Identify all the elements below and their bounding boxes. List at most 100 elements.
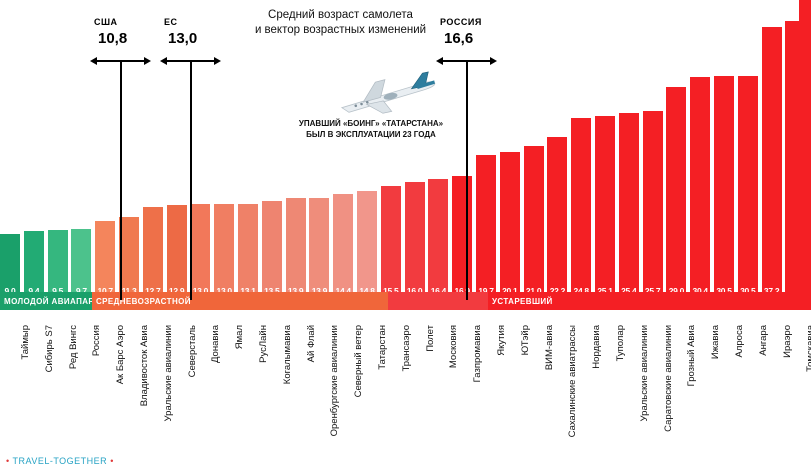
- bar-value-label: 37,2: [763, 286, 780, 296]
- bar-value-label: 25,4: [621, 286, 637, 296]
- bar: 10,7: [95, 221, 116, 300]
- overflow-bar: [799, 0, 811, 300]
- bar: 16,0: [404, 182, 425, 300]
- marker-value: 13,0: [168, 30, 198, 47]
- marker-line: [190, 60, 192, 300]
- bar-value-label: 25,7: [644, 286, 661, 296]
- bar-value-label: 30,5: [740, 286, 756, 296]
- crash-note-line1: УПАВШИЙ «БОИНГ» «ТАТАРСТАНА»: [298, 119, 444, 128]
- bar: 37,2: [761, 26, 782, 300]
- bar-value-label: 13,0: [216, 286, 233, 296]
- bar: 25,7: [642, 111, 663, 300]
- category-label: Якутия: [496, 325, 507, 356]
- category-label: Донавиа: [210, 325, 222, 363]
- bar-value-label: 25,1: [597, 286, 613, 296]
- bar-value-label: 11,3: [121, 286, 137, 296]
- category-label: Уральские авиалинии: [162, 325, 174, 422]
- category-label: Саратовские авиалинии: [662, 325, 674, 432]
- marker-name: ЕС: [164, 17, 178, 27]
- airplane-icon: [332, 70, 442, 118]
- crash-note-line2: БЫЛ В ЭКСПЛУАТАЦИИ 23 ГОДА: [306, 130, 436, 139]
- category-label: Ангара: [757, 325, 769, 356]
- marker-arrow-bar: [166, 60, 216, 62]
- bar-value-label: 29,0: [668, 286, 685, 296]
- marker-arrow-left-icon: [436, 57, 443, 65]
- bar-value-label: 30,4: [692, 286, 709, 296]
- category-label: Трансаэро: [400, 325, 412, 372]
- bar-value-label: 15,5: [383, 286, 399, 296]
- category-label: Татарстан: [377, 325, 388, 370]
- category-label: Московия: [448, 325, 460, 369]
- marker-arrow-right-icon: [214, 57, 221, 65]
- bar-value-label: 16,4: [430, 286, 447, 296]
- bar-value-label: 9,5: [52, 286, 64, 296]
- category-label: Уральские авиалинии: [638, 325, 650, 422]
- category-band: МОЛОДОЙ АВИАПАРК: [0, 292, 99, 310]
- marker-arrow-bar: [442, 60, 492, 62]
- marker-arrow-left-icon: [160, 57, 167, 65]
- marker-name: США: [94, 17, 118, 27]
- bar: 25,4: [618, 113, 639, 300]
- bar: 22,2: [547, 136, 568, 300]
- category-label: Нордавиа: [591, 325, 603, 369]
- bar: 24,8: [571, 117, 592, 300]
- bar: 9,5: [47, 230, 68, 300]
- bar-value-label: 13,9: [311, 286, 328, 296]
- watermark: • TRAVEL-TOGETHER •: [6, 456, 114, 466]
- category-label: Ираэро: [781, 325, 793, 358]
- bar-value-label: 16,9: [454, 286, 471, 296]
- marker-line: [120, 60, 122, 300]
- category-label: Томскавиа: [805, 325, 811, 372]
- category-label: Ред Вингс: [67, 325, 79, 370]
- category-label: Когалымавиа: [281, 325, 293, 385]
- chart-title-line2: и вектор возрастных изменений: [254, 24, 427, 36]
- chart-title: Средний возраст самолета и вектор возрас…: [238, 8, 443, 38]
- bar: 14,8: [357, 191, 377, 300]
- category-label: Алроса: [734, 325, 745, 358]
- bar-value-label: 20,1: [502, 286, 518, 296]
- crash-note: УПАВШИЙ «БОИНГ» «ТАТАРСТАНА» БЫЛ В ЭКСПЛ…: [286, 118, 456, 140]
- bar-value-label: 13,1: [240, 286, 256, 296]
- marker-name: РОССИЯ: [440, 17, 482, 27]
- bar: 13,9: [309, 197, 330, 300]
- bar: 12,7: [142, 206, 163, 300]
- category-label: Северный ветер: [353, 325, 365, 398]
- marker-arrow-right-icon: [490, 57, 497, 65]
- bar: 16,4: [428, 179, 449, 300]
- category-label: Северсталь: [186, 325, 198, 378]
- watermark-text: TRAVEL-TOGETHER: [12, 456, 108, 466]
- category-label: Туполар: [615, 325, 626, 362]
- marker-arrow-bar: [96, 60, 146, 62]
- bar: 30,5: [714, 75, 734, 300]
- bar-value-label: 9,7: [75, 286, 87, 296]
- category-label: РусЛайн: [258, 325, 269, 363]
- category-label: Полет: [424, 325, 436, 352]
- bar: 20,1: [499, 152, 520, 300]
- bar-value-label: 13,5: [264, 286, 280, 296]
- bar: 9,7: [71, 228, 92, 300]
- bar: 9,0: [0, 233, 20, 300]
- watermark-dot-left: •: [6, 456, 10, 466]
- marker-value: 10,8: [98, 30, 128, 47]
- bar: 15,5: [380, 186, 401, 300]
- category-label: Ямал: [234, 325, 246, 350]
- marker-arrow-left-icon: [90, 57, 97, 65]
- bar: 13,0: [190, 204, 211, 300]
- category-band: СРЕДНЕВОЗРАСТНОЙ: [92, 292, 388, 310]
- category-label: Ижавиа: [710, 325, 722, 360]
- category-label: Ак Барс Аэро: [115, 325, 127, 385]
- bar-value-label: 24,8: [573, 286, 590, 296]
- category-label: Газпромавиа: [472, 325, 484, 383]
- bar: 30,4: [690, 76, 711, 300]
- bar: 25,1: [595, 115, 615, 300]
- bar: 19,7: [476, 155, 496, 300]
- bar: 13,5: [261, 200, 282, 300]
- bar: 13,0: [214, 204, 235, 300]
- bar-value-label: 16,0: [406, 286, 423, 296]
- bar-value-label: 14,8: [359, 286, 375, 296]
- category-label: Ай Флай: [305, 325, 317, 363]
- marker-line: [466, 60, 468, 300]
- category-label: Владивосток Авиа: [139, 325, 150, 407]
- bar: 30,5: [737, 75, 758, 300]
